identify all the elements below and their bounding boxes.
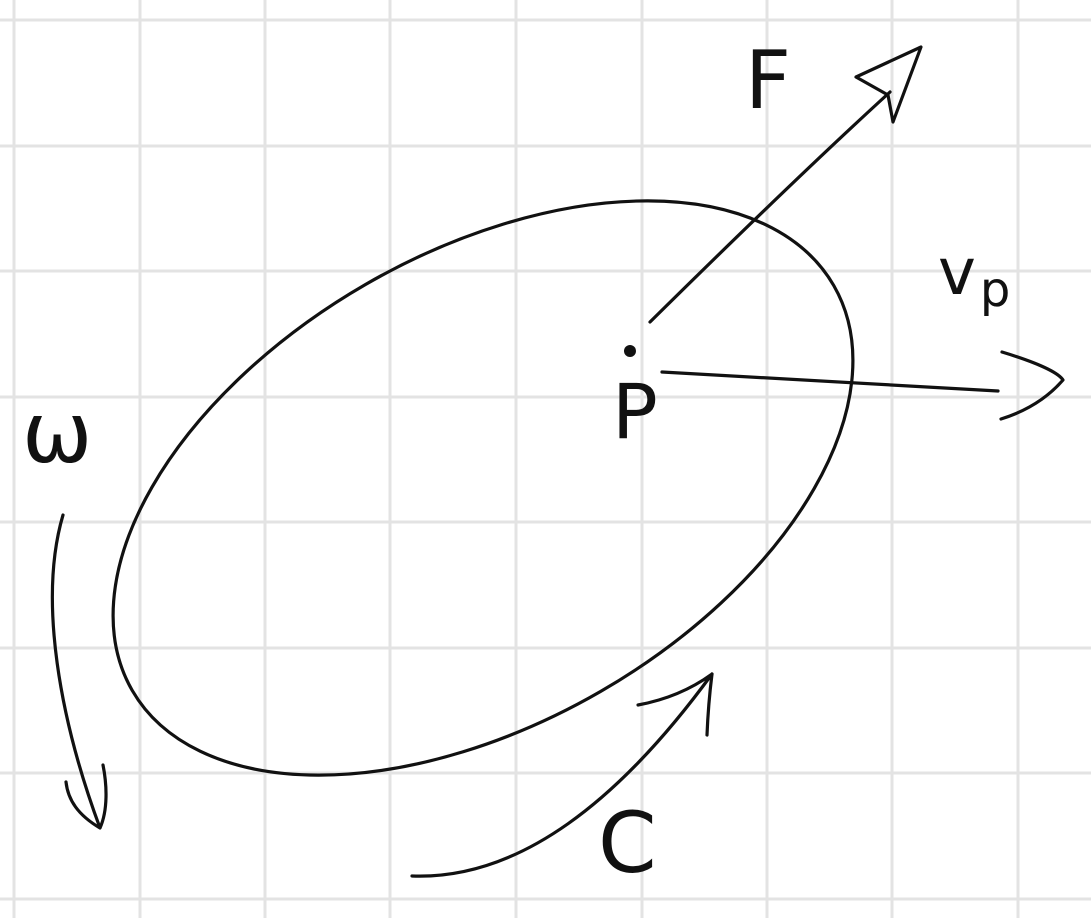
rigid-body-outline bbox=[111, 199, 855, 777]
velocity-label: vp bbox=[938, 236, 1010, 318]
force-label: F bbox=[745, 34, 791, 127]
point-p-dot bbox=[624, 345, 636, 357]
velocity-arrow-shaft bbox=[660, 370, 1000, 393]
curve-label: C bbox=[598, 794, 657, 892]
force-arrow-shaft bbox=[648, 90, 892, 324]
angular-velocity-label: ω bbox=[22, 384, 92, 482]
point-label: P bbox=[612, 367, 658, 456]
rotation-arrow bbox=[50, 513, 108, 830]
velocity-arrow-head bbox=[999, 350, 1065, 421]
force-arrow-head bbox=[854, 45, 923, 124]
velocity-subscript: p bbox=[980, 262, 1010, 318]
curve-arrow bbox=[410, 672, 714, 878]
